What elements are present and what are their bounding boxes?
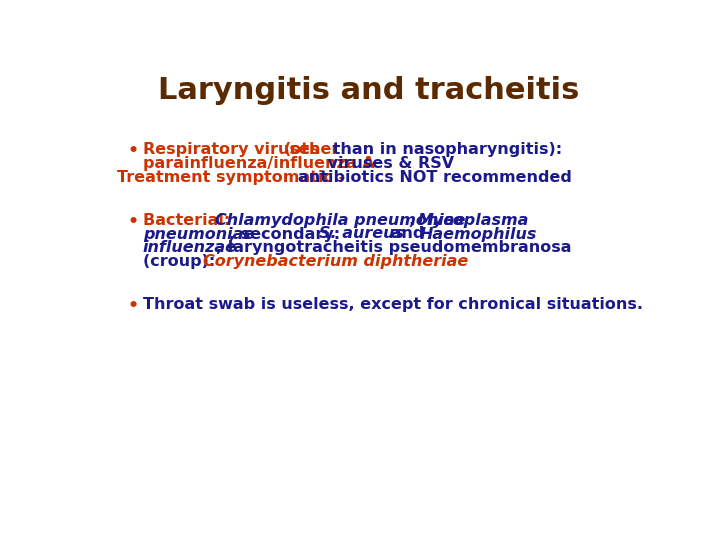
Text: (other: (other: [284, 142, 340, 157]
Text: , laryngotracheitis pseudomembranosa: , laryngotracheitis pseudomembranosa: [215, 240, 571, 255]
Text: influenzae: influenzae: [143, 240, 237, 255]
Text: (croup):: (croup):: [143, 254, 220, 269]
Text: parainfluenza/influenza A: parainfluenza/influenza A: [143, 156, 374, 171]
Text: •: •: [127, 213, 138, 231]
Text: Treatment symptomatic -: Treatment symptomatic -: [117, 170, 351, 185]
Text: •: •: [127, 142, 138, 160]
Text: antibiotics NOT recommended: antibiotics NOT recommended: [298, 170, 572, 185]
Text: Chlamydophila pneumoniae: Chlamydophila pneumoniae: [215, 213, 465, 228]
Text: pneumoniae: pneumoniae: [143, 226, 254, 241]
Text: Bacterial:: Bacterial:: [143, 213, 235, 228]
Text: and: and: [385, 226, 431, 241]
Text: Haemophilus: Haemophilus: [420, 226, 538, 241]
Text: ,: ,: [409, 213, 420, 228]
Text: than in nasopharyngitis):: than in nasopharyngitis):: [328, 142, 562, 157]
Text: •: •: [127, 298, 138, 315]
Text: Respiratory viruses: Respiratory viruses: [143, 142, 325, 157]
Text: Mycoplasma: Mycoplasma: [418, 213, 529, 228]
Text: viruses & RSV: viruses & RSV: [323, 156, 454, 171]
Text: Laryngitis and tracheitis: Laryngitis and tracheitis: [158, 76, 580, 105]
Text: Corynebacterium diphtheriae: Corynebacterium diphtheriae: [203, 254, 468, 269]
Text: Throat swab is useless, except for chronical situations.: Throat swab is useless, except for chron…: [143, 298, 643, 312]
Text: , secondary:: , secondary:: [229, 226, 346, 241]
Text: S. aureus: S. aureus: [320, 226, 405, 241]
